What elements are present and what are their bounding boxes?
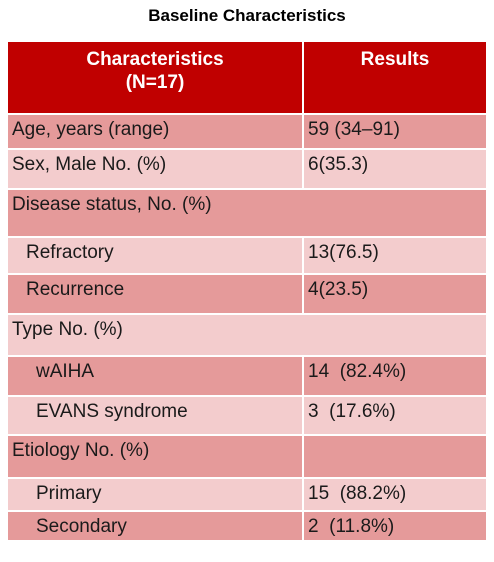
table-row: Refractory 13(76.5)	[8, 238, 486, 275]
header-results: Results	[304, 42, 486, 113]
table-row: Age, years (range) 59 (34–91)	[8, 115, 486, 150]
table-row: Sex, Male No. (%) 6(35.3)	[8, 150, 486, 190]
row-value: 3 (17.6%)	[304, 397, 486, 434]
row-value	[304, 436, 486, 477]
table-title: Baseline Characteristics	[148, 6, 346, 25]
table-row: EVANS syndrome 3 (17.6%)	[8, 397, 486, 436]
table-row: Etiology No. (%)	[8, 436, 486, 479]
row-label: Age, years (range)	[8, 115, 304, 148]
row-value: 2 (11.8%)	[304, 512, 486, 540]
row-label: Primary	[8, 479, 304, 510]
row-label: wAIHA	[8, 357, 304, 395]
row-value: 15 (88.2%)	[304, 479, 486, 510]
row-value: 4(23.5)	[304, 275, 486, 313]
row-value: 13(76.5)	[304, 238, 486, 273]
row-label: Type No. (%)	[8, 315, 486, 355]
row-label: EVANS syndrome	[8, 397, 304, 434]
row-label: Sex, Male No. (%)	[8, 150, 304, 188]
table-row: Secondary 2 (11.8%)	[8, 512, 486, 542]
table-header-row: Characteristics (N=17) Results	[8, 42, 486, 115]
header-characteristics-line2: (N=17)	[125, 72, 185, 93]
header-characteristics-line1: Characteristics	[86, 49, 224, 70]
row-label: Etiology No. (%)	[8, 436, 304, 477]
table-row: Primary 15 (88.2%)	[8, 479, 486, 512]
header-characteristics: Characteristics (N=17)	[8, 42, 304, 113]
row-label: Disease status, No. (%)	[8, 190, 486, 236]
baseline-table: Characteristics (N=17) Results Age, year…	[8, 42, 486, 542]
row-value: 6(35.3)	[304, 150, 486, 188]
table-row: Type No. (%)	[8, 315, 486, 357]
row-value: 59 (34–91)	[304, 115, 486, 148]
row-label: Refractory	[8, 238, 304, 273]
row-label: Recurrence	[8, 275, 304, 313]
table-row: Recurrence 4(23.5)	[8, 275, 486, 315]
table-row: Disease status, No. (%)	[8, 190, 486, 238]
row-value: 14 (82.4%)	[304, 357, 486, 395]
table-row: wAIHA 14 (82.4%)	[8, 357, 486, 397]
row-label: Secondary	[8, 512, 304, 540]
